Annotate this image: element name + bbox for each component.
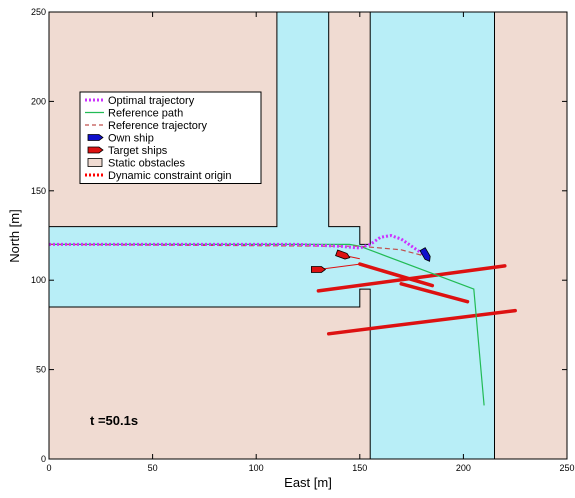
- dynamic-constraint-3: [316, 264, 507, 293]
- optimal-trajectory-line: [49, 233, 427, 257]
- own-ship: [419, 247, 431, 262]
- y-tick-label-5: 200: [31, 96, 46, 106]
- x-tick-label-5: 200: [456, 463, 471, 473]
- dynamic-constraint-2: [399, 282, 470, 304]
- legend-swatch-4: [87, 134, 104, 141]
- target-ship-1-hull: [310, 266, 327, 273]
- target-ship-2: [335, 249, 351, 260]
- target-ship-2-hull: [335, 249, 351, 260]
- legend-label-2: Reference path: [108, 108, 183, 120]
- x-tick-label-1: 0: [46, 463, 51, 473]
- dynamic-constraint-4: [326, 308, 517, 336]
- plot-content: [49, 12, 567, 459]
- dynamic-constraint-1: [358, 262, 435, 288]
- legend-label-6: Static obstacles: [108, 158, 186, 170]
- static-obstacle-2: [328, 12, 371, 245]
- x-tick-label-3: 100: [249, 463, 264, 473]
- static-obstacle-3: [494, 12, 567, 459]
- static-obstacle-4: [49, 288, 371, 459]
- y-tick-label-4: 150: [31, 186, 46, 196]
- target-ship-track-1: [318, 263, 360, 270]
- x-tick-label-6: 250: [559, 463, 574, 473]
- time-annotation: t =50.1s: [90, 413, 138, 428]
- legend-label-4: Own ship: [108, 133, 154, 145]
- legend-swatch-6: [87, 158, 103, 167]
- y-tick-label-1: 0: [41, 454, 46, 464]
- y-tick-label-6: 250: [31, 7, 46, 17]
- axes-frame: [48, 11, 568, 460]
- own-ship-hull: [419, 247, 431, 262]
- y-tick-label-2: 50: [36, 365, 46, 375]
- legend-label-7: Dynamic constraint origin: [108, 170, 232, 182]
- legend-label-3: Reference trajectory: [108, 120, 208, 132]
- legend-label-5: Target ships: [108, 145, 168, 157]
- y-axis-label: North [m]: [7, 209, 22, 262]
- x-tick-label-2: 50: [148, 463, 158, 473]
- target-ship-1: [310, 266, 327, 273]
- legend-label-1: Optimal trajectory: [108, 95, 195, 107]
- x-tick-label-4: 150: [352, 463, 367, 473]
- legend-swatch-5: [87, 146, 104, 154]
- plot-area: [49, 12, 567, 459]
- axes: 0 50 100 150 200 250 0 50 100 150 200 250: [31, 7, 575, 473]
- y-tick-label-3: 100: [31, 275, 46, 285]
- x-axis-label: East [m]: [284, 475, 332, 490]
- legend-box: [79, 91, 262, 184]
